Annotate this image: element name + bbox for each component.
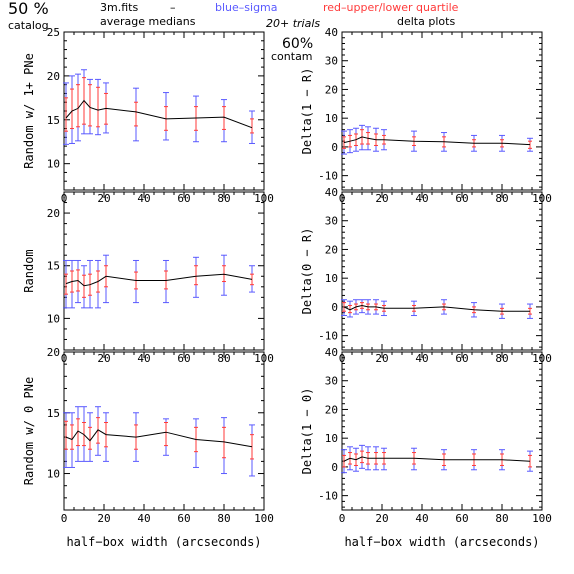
y-tick-label: 25 xyxy=(47,26,60,39)
median-line xyxy=(65,99,253,129)
y-tick-label: 30 xyxy=(325,215,338,228)
x-axis-label: half−box width (arcseconds) xyxy=(344,535,539,549)
x-tick-label: 60 xyxy=(455,512,468,525)
y-tick-label: -10 xyxy=(318,490,338,503)
x-tick-label: 40 xyxy=(137,352,150,365)
median-line xyxy=(65,273,253,287)
x-tick-label: 20 xyxy=(375,512,388,525)
y-axis-label: Delta(1 − R) xyxy=(300,68,314,155)
plot-frame xyxy=(63,351,265,511)
x-tick-label: 60 xyxy=(177,192,190,205)
x-tick-label: 60 xyxy=(177,512,190,525)
x-tick-label: 60 xyxy=(455,352,468,365)
trials-label: 20+ trials xyxy=(266,17,320,30)
catalog-label: catalog xyxy=(8,19,49,32)
x-tick-label: 80 xyxy=(217,512,230,525)
delta-plots-label: delta plots xyxy=(397,15,455,28)
x-tick-label: 40 xyxy=(415,352,428,365)
contam-label: contam xyxy=(271,50,313,63)
y-tick-label: 10 xyxy=(325,432,338,445)
x-tick-label: 20 xyxy=(97,352,110,365)
y-tick-label: 0 xyxy=(331,141,338,154)
y-tick-label: 15 xyxy=(47,114,60,127)
y-tick-label: -10 xyxy=(318,170,338,183)
median-line xyxy=(343,304,530,312)
x-tick-label: 20 xyxy=(97,192,110,205)
plot-frame xyxy=(341,351,543,511)
y-tick-label: 20 xyxy=(325,243,338,256)
y-tick-label: 30 xyxy=(325,55,338,68)
y-axis-label: Delta(0 − R) xyxy=(300,228,314,315)
average-medians-label: average medians xyxy=(100,15,196,28)
x-tick-label: 40 xyxy=(415,192,428,205)
plot-frame xyxy=(341,191,543,351)
y-axis-label: Random w/ 0 PNe xyxy=(22,377,36,485)
y-tick-label: 40 xyxy=(325,346,338,359)
y-tick-label: 20 xyxy=(325,83,338,96)
y-tick-label: 15 xyxy=(47,260,60,273)
x-tick-label: 80 xyxy=(217,192,230,205)
x-tick-label: 80 xyxy=(495,192,508,205)
median-line xyxy=(343,136,531,146)
x-tick-label: 0 xyxy=(61,512,68,525)
y-tick-label: 40 xyxy=(325,186,338,199)
panel-5: 0 20 40 60 80 100 10 15 20 Random w/ 0 PNe half−bo… xyxy=(22,346,274,549)
figure-header: 50 % catalog 3m.fits – blue–sigma red–up… xyxy=(8,0,459,63)
median-line xyxy=(65,429,253,448)
x-tick-label: 80 xyxy=(217,352,230,365)
x-tick-label: 100 xyxy=(254,512,274,525)
x-tick-label: 40 xyxy=(415,512,428,525)
y-tick-label: 10 xyxy=(325,272,338,285)
x-tick-label: 80 xyxy=(495,512,508,525)
x-tick-label: 80 xyxy=(495,352,508,365)
x-tick-label: 20 xyxy=(97,512,110,525)
y-tick-label: 10 xyxy=(47,158,60,171)
x-tick-label: 100 xyxy=(532,512,552,525)
plot-frame xyxy=(341,31,543,191)
y-tick-label: -10 xyxy=(318,330,338,343)
x-tick-label: 60 xyxy=(177,352,190,365)
y-axis-label: Random xyxy=(22,249,36,292)
x-tick-label: 0 xyxy=(339,512,346,525)
percent-label: 50 % xyxy=(8,0,49,18)
y-tick-label: 20 xyxy=(325,403,338,416)
y-tick-label: 20 xyxy=(47,70,60,83)
x-tick-label: 40 xyxy=(137,512,150,525)
y-tick-label: 10 xyxy=(47,468,60,481)
file-label: 3m.fits xyxy=(100,1,138,14)
y-tick-label: 40 xyxy=(325,26,338,39)
y-tick-label: 10 xyxy=(47,312,60,325)
x-tick-label: 20 xyxy=(375,192,388,205)
x-axis-label: half−box width (arcseconds) xyxy=(66,535,261,549)
median-line xyxy=(343,456,531,462)
dash-label: – xyxy=(170,1,176,14)
y-tick-label: 20 xyxy=(47,207,60,220)
x-tick-label: 40 xyxy=(137,192,150,205)
y-tick-label: 20 xyxy=(47,346,60,359)
y-tick-label: 0 xyxy=(331,301,338,314)
y-tick-label: 30 xyxy=(325,375,338,388)
y-tick-label: 15 xyxy=(47,407,60,420)
y-tick-label: 0 xyxy=(331,461,338,474)
x-tick-label: 60 xyxy=(455,192,468,205)
y-axis-label: Random w/ 1+ PNe xyxy=(22,53,36,169)
x-tick-label: 20 xyxy=(375,352,388,365)
y-tick-label: 10 xyxy=(325,112,338,125)
plot-frame xyxy=(63,31,265,191)
contam-percent-label: 60% xyxy=(282,36,313,52)
red-quartile-legend: red–upper/lower quartile xyxy=(323,1,459,14)
y-axis-label: Delta(1 − 0) xyxy=(300,388,314,475)
blue-sigma-legend: blue–sigma xyxy=(215,1,278,14)
